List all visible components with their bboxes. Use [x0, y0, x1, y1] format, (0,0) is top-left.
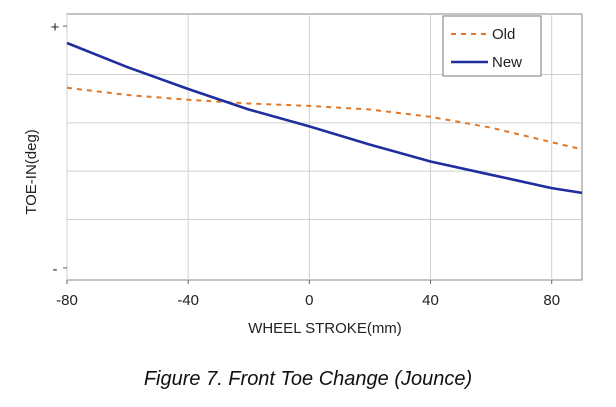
legend-label-old: Old	[492, 26, 515, 43]
series-lines	[66, 41, 583, 195]
line-chart: -80 -40 0 40 80 +- WHEEL STROKE(mm) TOE-IN(d…	[23, 13, 583, 337]
x-tick-label: 80	[543, 292, 560, 309]
series-line-new	[66, 41, 583, 195]
figure-caption: Figure 7. Front Toe Change (Jounce)	[143, 368, 473, 390]
series-line-old	[66, 86, 583, 151]
x-axis-label: WHEEL STROKE(mm)	[248, 320, 402, 337]
x-tick-label: 40	[422, 292, 439, 309]
legend-label-new: New	[492, 54, 522, 71]
x-tick-label: -80	[56, 292, 78, 309]
y-tick-labels: +-	[51, 19, 67, 278]
legend: Old New	[442, 15, 542, 77]
y-axis-label: TOE-IN(deg)	[23, 129, 40, 215]
legend-box	[442, 15, 542, 77]
x-tick-label: -40	[177, 292, 199, 309]
x-tick-label: 0	[305, 292, 313, 309]
y-tick-label: -	[53, 261, 58, 278]
y-tick-label: +	[51, 19, 60, 36]
x-tick-labels: -80 -40 0 40 80	[56, 280, 560, 309]
